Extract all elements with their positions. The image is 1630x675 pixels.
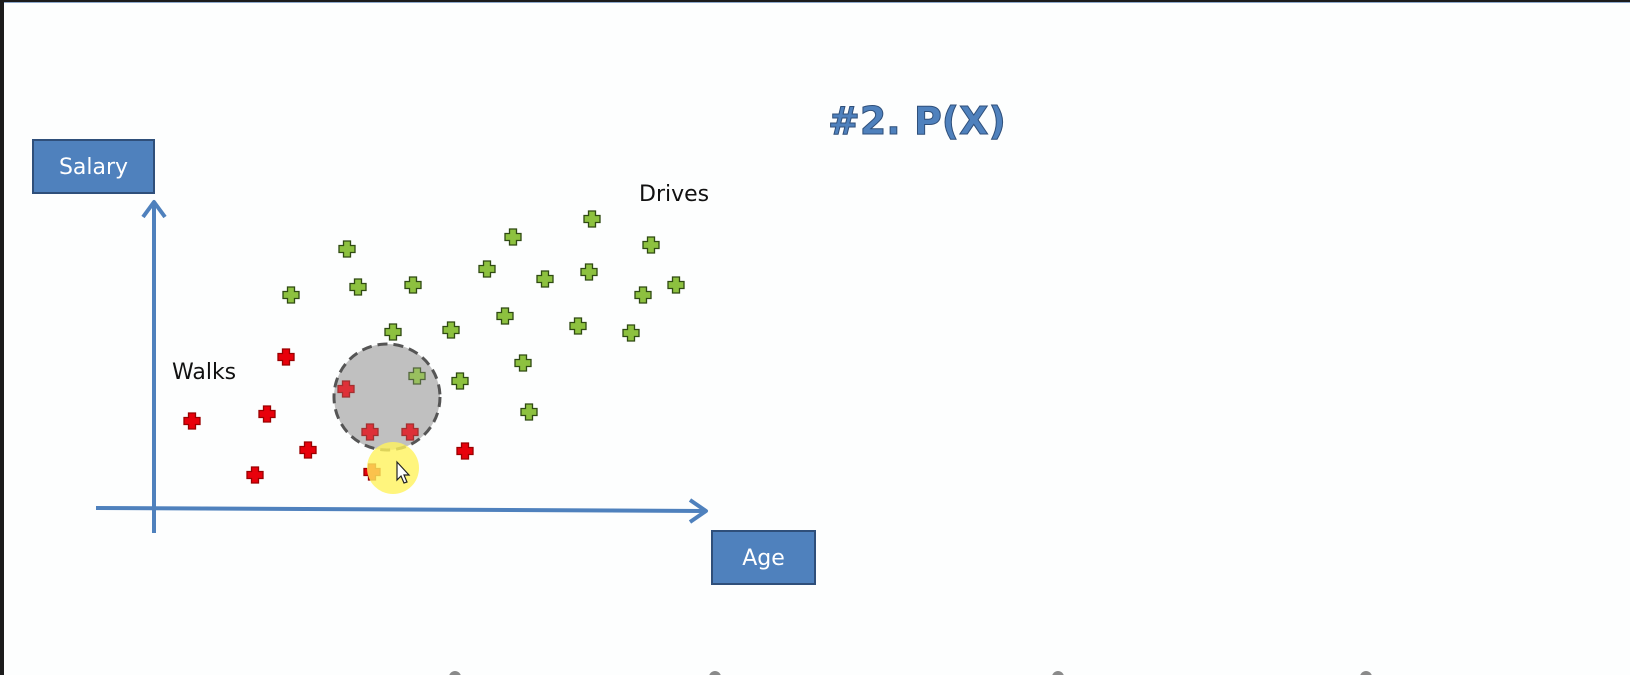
drives-marker: [282, 286, 300, 304]
drives-marker: [583, 210, 601, 228]
bottom-cutoff-shapes: [449, 671, 1372, 675]
drives-marker: [442, 321, 460, 339]
drives-marker: [514, 354, 532, 372]
slide: #2. P(X) Salary Age Walks Drives: [4, 2, 1630, 675]
drives-label: Drives: [639, 182, 709, 207]
walks-marker: [258, 405, 276, 423]
drives-marker: [404, 276, 422, 294]
walks-marker: [299, 441, 317, 459]
walks-marker: [401, 423, 419, 441]
drives-marker: [478, 260, 496, 278]
x-axis: [95, 498, 708, 524]
drives-marker: [667, 276, 685, 294]
drives-marker: [580, 263, 598, 281]
drives-marker: [451, 372, 469, 390]
diagram-canvas: #2. P(X) Salary Age Walks Drives: [32, 99, 1372, 675]
walks-marker: [183, 412, 201, 430]
slide-title: #2. P(X): [828, 99, 1006, 143]
drives-marker: [408, 367, 426, 385]
drives-marker: [642, 236, 660, 254]
drives-marker: [634, 286, 652, 304]
y-axis-label: Salary: [59, 155, 128, 180]
x-axis-label: Age: [742, 546, 785, 571]
y-axis: [141, 200, 167, 533]
walks-marker: [277, 348, 295, 366]
salary-label-box: Salary: [32, 139, 155, 194]
drives-marker: [384, 323, 402, 341]
drives-marker: [496, 307, 514, 325]
mouse-pointer-icon: [396, 460, 411, 484]
drives-marker: [338, 240, 356, 258]
cursor-highlight: [367, 442, 419, 494]
age-label-box: Age: [711, 530, 816, 585]
markers-layer: [183, 210, 685, 484]
walks-marker: [456, 442, 474, 460]
walks-label: Walks: [172, 360, 236, 385]
markers-front-layer: [337, 367, 426, 441]
walks-marker: [246, 466, 264, 484]
walks-marker: [361, 423, 379, 441]
drives-marker: [622, 324, 640, 342]
drives-marker: [520, 403, 538, 421]
drives-marker: [504, 228, 522, 246]
drives-marker: [536, 270, 554, 288]
drives-marker: [349, 278, 367, 296]
walks-marker: [337, 380, 355, 398]
drives-marker: [569, 317, 587, 335]
